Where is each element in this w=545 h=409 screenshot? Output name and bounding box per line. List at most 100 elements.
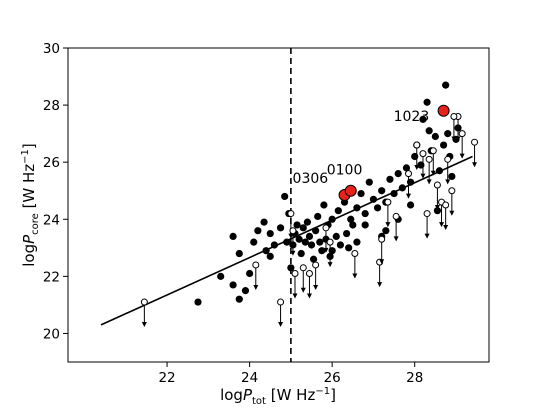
data-marks [100, 48, 479, 362]
upper-limit-arrow-head [449, 210, 455, 216]
detection-point [307, 241, 316, 249]
upper-limit-point [442, 201, 450, 230]
source-label-0100: 0100 [327, 163, 363, 179]
upper-limit-point [378, 235, 386, 265]
y-tick-label: 22 [43, 269, 60, 285]
x-tick-label: 26 [324, 370, 341, 386]
upper-limit-arrow-head [445, 179, 451, 185]
y-tick-label: 24 [43, 212, 60, 228]
upper-limit-arrow-head [426, 179, 432, 185]
upper-limit-point [444, 155, 452, 185]
upper-limit-point [312, 261, 320, 290]
detection-point [301, 238, 309, 246]
detection-point [318, 247, 326, 255]
upper-limit-point [277, 298, 285, 328]
upper-limit-marker [444, 155, 452, 163]
x-axis-label-sub: tot [252, 396, 266, 407]
detection-point [439, 141, 448, 149]
x-axis-label-close: ] [330, 386, 336, 404]
upper-limit-arrow-head [377, 282, 383, 288]
y-axis-label: logPcore [W Hz−1] [20, 143, 41, 267]
upper-limit-arrow-head [393, 236, 399, 242]
upper-limit-arrow-head [290, 250, 296, 256]
upper-limit-marker [252, 261, 260, 269]
x-axis-label-unit: [W Hz [266, 386, 315, 404]
detection-point [357, 189, 365, 198]
upper-limit-point [299, 264, 307, 293]
upper-limit-marker [291, 270, 299, 278]
detection-point [287, 264, 295, 272]
detection-point [373, 204, 382, 212]
y-axis-label-sup: −1 [20, 149, 31, 164]
upper-limit-marker [140, 298, 148, 306]
upper-limit-marker [289, 227, 297, 235]
detection-point [378, 187, 386, 195]
upper-limit-marker [392, 212, 400, 220]
detection-point [435, 167, 444, 175]
source-label-1023: 1023 [394, 109, 430, 125]
upper-limit-marker [442, 201, 450, 209]
upper-limit-point [433, 181, 441, 211]
upper-limit-arrow-head [385, 222, 391, 228]
detection-point [349, 221, 357, 229]
upper-limit-marker [448, 187, 456, 195]
detection-point [402, 164, 411, 172]
upper-limit-point [413, 141, 421, 171]
upper-limit-point [450, 113, 458, 142]
detection-point [309, 255, 318, 263]
detection-point [312, 227, 320, 235]
upper-limit-arrow-head [288, 233, 294, 239]
upper-limit-point [458, 130, 466, 159]
detection-point [442, 81, 450, 89]
plot-frame [67, 47, 490, 363]
upper-limit-point [326, 238, 334, 268]
upper-limit-marker [471, 138, 479, 146]
upper-limit-marker [419, 150, 427, 158]
upper-limit-point [291, 270, 299, 299]
y-tick-label: 20 [43, 326, 60, 342]
y-axis-label-close: ] [20, 143, 38, 149]
x-axis-label: logPtot [W Hz−1] [220, 386, 336, 407]
x-tick-label: 22 [158, 370, 175, 386]
detection-point [235, 295, 243, 303]
detection-point [361, 221, 369, 229]
detection-point [343, 229, 351, 238]
upper-limit-arrow-head [455, 136, 461, 142]
detection-point [419, 115, 427, 123]
upper-limit-arrow-head [313, 284, 319, 290]
detection-point [303, 218, 311, 226]
upper-limit-arrow-head [406, 193, 412, 199]
detection-point [444, 130, 452, 138]
upper-limit-marker [425, 155, 433, 163]
x-axis-label-sup: −1 [315, 386, 330, 397]
upper-limit-arrow-head [379, 259, 385, 265]
detection-point [448, 172, 456, 181]
detection-point [229, 281, 237, 289]
upper-limit-marker [326, 238, 334, 246]
detection-point [314, 212, 322, 221]
upper-limit-point [423, 210, 431, 239]
upper-limit-arrow-head [352, 273, 358, 279]
upper-limit-point [252, 261, 260, 290]
upper-limit-arrow-head [420, 173, 426, 179]
detection-point [336, 241, 345, 249]
detection-point [425, 127, 433, 135]
upper-limit-marker [299, 264, 307, 272]
upper-limit-point [405, 170, 413, 199]
detection-point [433, 207, 442, 215]
detection-point [305, 232, 314, 240]
upper-limit-marker [450, 113, 458, 121]
upper-limit-arrow-head [451, 136, 457, 142]
detection-point [270, 241, 278, 249]
upper-limit-point [289, 227, 297, 256]
upper-limit-point [384, 198, 392, 228]
upper-limit-arrow-head [443, 225, 449, 230]
upper-limit-arrow-head [430, 170, 436, 176]
upper-limit-arrow-head [459, 153, 465, 159]
detection-point [398, 184, 406, 192]
upper-limit-arrow-head [472, 162, 478, 168]
upper-limit-point [392, 212, 400, 242]
upper-limit-marker [322, 224, 330, 232]
y-tick-label: 28 [43, 98, 60, 114]
